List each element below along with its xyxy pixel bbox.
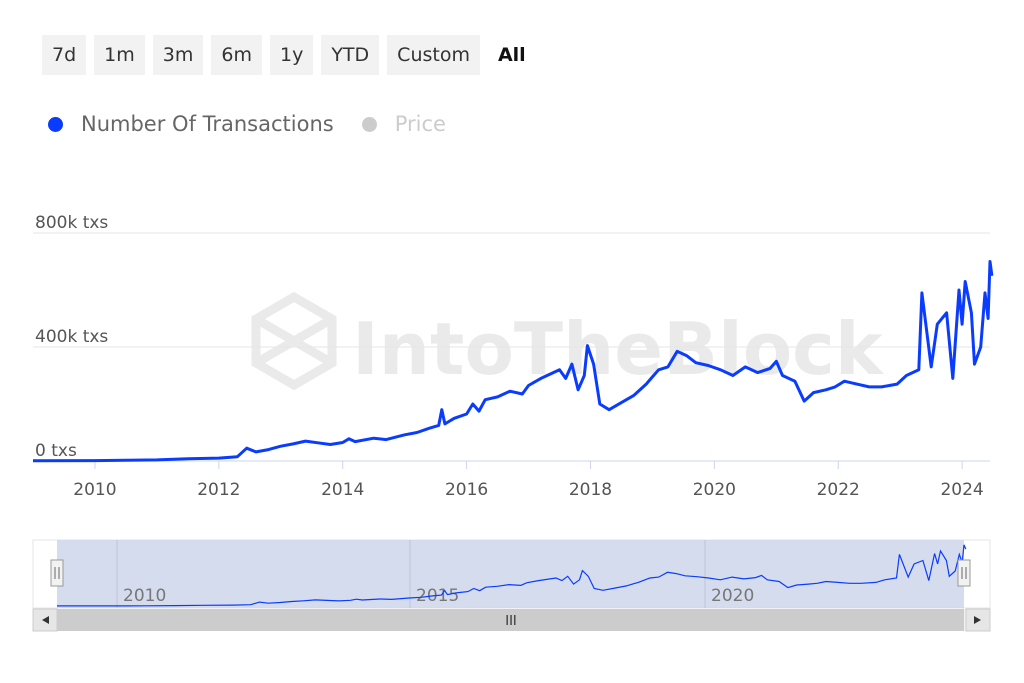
x-tick-label: 2022	[817, 480, 860, 500]
scrollbar[interactable]: III	[32, 608, 991, 632]
x-tick-label: 2016	[445, 480, 488, 500]
watermark-text: IntoTheBlock	[352, 307, 885, 391]
range-button-7d[interactable]: 7d	[42, 35, 87, 75]
watermark-logo-icon	[251, 291, 337, 391]
x-tick-label: 2012	[197, 480, 240, 500]
range-button-all[interactable]: All	[488, 35, 536, 75]
navigator-handle-right[interactable]	[957, 559, 971, 587]
range-button-1y[interactable]: 1y	[269, 35, 314, 75]
y-tick-label: 0 txs	[35, 441, 77, 461]
legend-item-number-of-transactions[interactable]: Number Of Transactions	[48, 112, 334, 136]
x-tick-label: 2020	[693, 480, 736, 500]
legend-label: Number Of Transactions	[81, 112, 334, 136]
arrow-left-icon	[42, 616, 49, 624]
legend-dot-icon	[361, 116, 377, 132]
scrollbar-thumb[interactable]	[57, 609, 964, 631]
navigator[interactable]: 2010 2015 2020	[32, 539, 991, 609]
watermark: IntoTheBlock	[251, 291, 885, 391]
arrow-right-icon	[974, 616, 981, 624]
navigator-tick-2020: 2020	[711, 586, 754, 606]
navigator-tick-2010: 2010	[123, 586, 166, 606]
x-tick-label: 2018	[569, 480, 612, 500]
grid-lines	[33, 232, 990, 462]
range-selector: 7d 1m 3m 6m 1y YTD Custom All	[42, 35, 536, 75]
y-tick-label: 400k txs	[35, 327, 108, 347]
range-button-3m[interactable]: 3m	[152, 35, 204, 75]
x-tick-label: 2010	[73, 480, 116, 500]
range-button-ytd[interactable]: YTD	[321, 35, 380, 75]
x-tick-label: 2014	[321, 480, 364, 500]
y-tick-label: 800k txs	[35, 213, 108, 233]
legend-item-price[interactable]: Price	[361, 112, 446, 136]
range-button-6m[interactable]: 6m	[211, 35, 262, 75]
series-line-transactions[interactable]	[32, 260, 994, 463]
legend-dot-icon	[48, 116, 63, 132]
navigator-series-line	[57, 544, 967, 607]
scrollbar-grip: III	[505, 614, 517, 629]
x-axis: 2010 2012 2014 2016 2018 2020 2022 2024	[73, 461, 984, 500]
y-axis: 0 txs 400k txs 800k txs	[35, 213, 108, 461]
chart-legend: Number Of Transactions Price	[48, 112, 474, 136]
scrollbar-left-arrow[interactable]	[32, 608, 58, 632]
navigator-selection[interactable]	[57, 540, 964, 608]
legend-label: Price	[394, 112, 446, 136]
x-tick-label: 2024	[940, 480, 983, 500]
range-button-1m[interactable]: 1m	[94, 35, 145, 75]
scrollbar-right-arrow[interactable]	[965, 608, 991, 632]
navigator-handle-left[interactable]	[50, 559, 64, 587]
range-button-custom[interactable]: Custom	[387, 35, 480, 75]
series-layer	[32, 260, 994, 463]
